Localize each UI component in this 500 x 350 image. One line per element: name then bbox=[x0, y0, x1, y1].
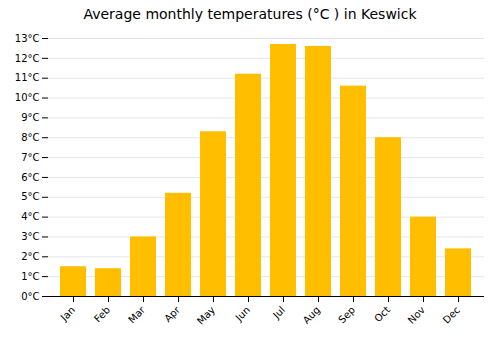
svg-text:11°C: 11°C bbox=[15, 72, 40, 83]
svg-text:Dec: Dec bbox=[441, 304, 462, 325]
svg-text:Jul: Jul bbox=[270, 304, 287, 321]
svg-text:4°C: 4°C bbox=[21, 211, 39, 222]
svg-text:Sep: Sep bbox=[336, 304, 357, 325]
svg-text:Oct: Oct bbox=[372, 304, 392, 324]
svg-text:Feb: Feb bbox=[92, 304, 112, 324]
svg-text:May: May bbox=[195, 304, 217, 326]
svg-text:12°C: 12°C bbox=[15, 53, 40, 64]
svg-text:13°C: 13°C bbox=[15, 33, 40, 44]
svg-text:1°C: 1°C bbox=[21, 271, 39, 282]
svg-text:Jun: Jun bbox=[233, 304, 253, 324]
svg-text:10°C: 10°C bbox=[15, 92, 40, 103]
svg-text:9°C: 9°C bbox=[21, 112, 39, 123]
svg-text:2°C: 2°C bbox=[21, 251, 39, 262]
svg-text:Aug: Aug bbox=[301, 304, 323, 326]
svg-text:Nov: Nov bbox=[406, 304, 428, 326]
svg-text:0°C: 0°C bbox=[21, 291, 39, 302]
html-text:Average monthly temperatures (: Average monthly temperatures (°C ) in Ke… bbox=[83, 6, 417, 22]
svg-text:5°C: 5°C bbox=[21, 191, 39, 202]
svg-text:Mar: Mar bbox=[126, 304, 148, 326]
svg-text:3°C: 3°C bbox=[21, 231, 39, 242]
svg-text:Jan: Jan bbox=[58, 304, 77, 323]
svg-text:8°C: 8°C bbox=[21, 132, 39, 143]
svg-text:6°C: 6°C bbox=[21, 172, 39, 183]
svg-text:Apr: Apr bbox=[162, 304, 183, 325]
svg-text:7°C: 7°C bbox=[21, 152, 39, 163]
